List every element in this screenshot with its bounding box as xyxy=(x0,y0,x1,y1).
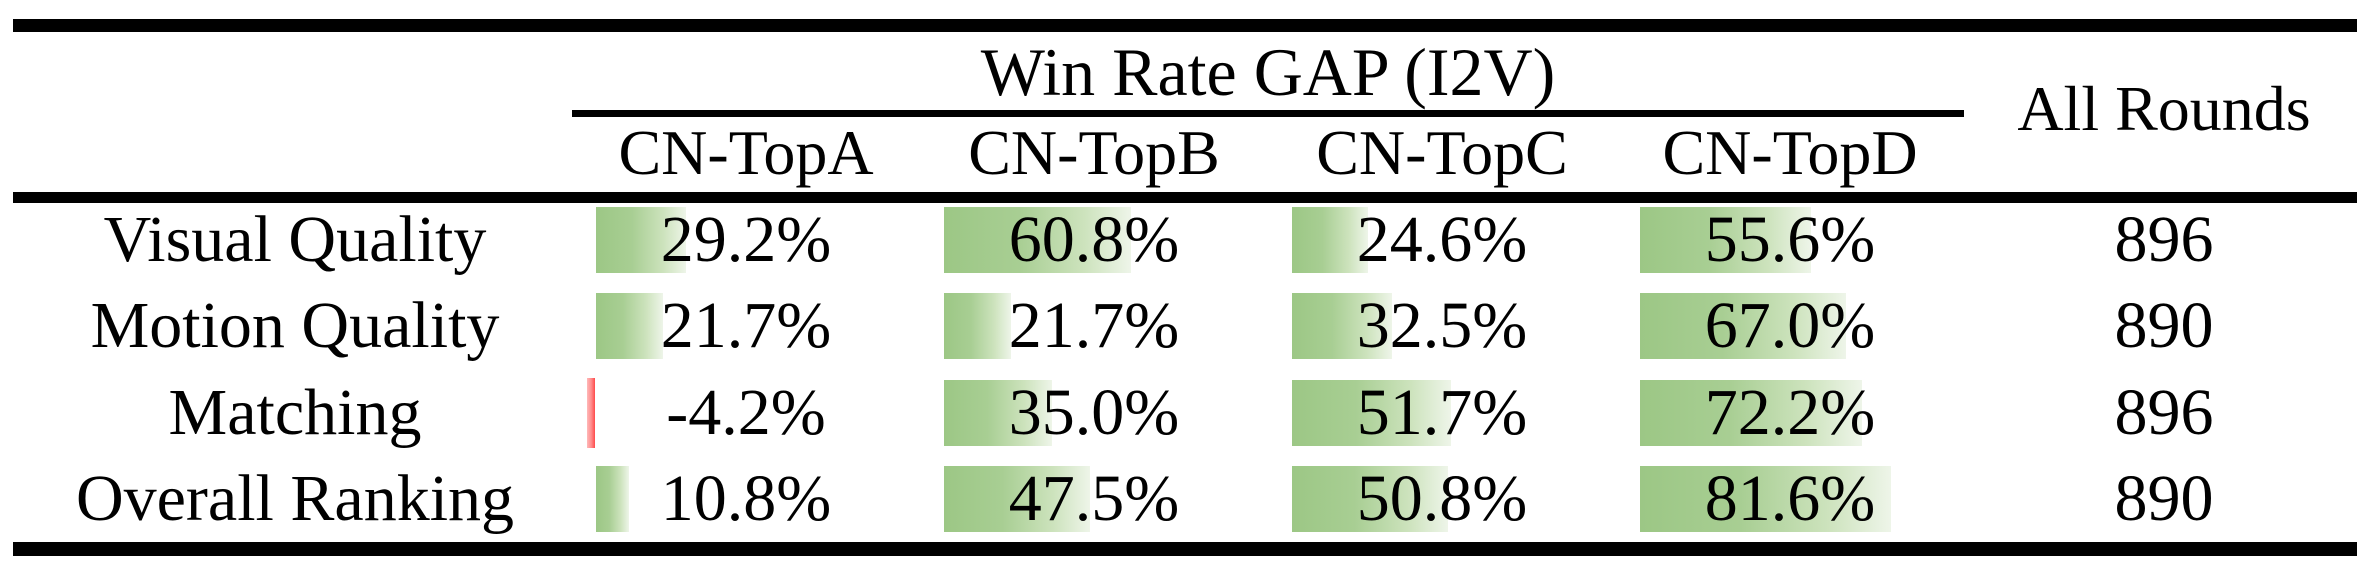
table-row-matching: Matching -4.2% 35.0% 51.7% 72.2% 896 xyxy=(0,370,2374,456)
data-cell: 24.6% xyxy=(1268,197,1616,283)
column-header-cn-topb: CN-TopB xyxy=(920,114,1268,192)
data-cell: 55.6% xyxy=(1616,197,1964,283)
row-label-cell: Visual Quality xyxy=(0,197,590,283)
column-header-cn-topd: CN-TopD xyxy=(1616,114,1964,192)
data-bar xyxy=(596,466,629,532)
row-label: Motion Quality xyxy=(90,289,500,362)
data-bar xyxy=(1640,293,1846,359)
column-header-label: CN-TopA xyxy=(618,117,874,188)
data-bar xyxy=(1292,293,1392,359)
value-text: 29.2% xyxy=(660,203,832,276)
all-rounds-header-label: All Rounds xyxy=(2017,73,2311,144)
all-rounds-value: 890 xyxy=(2114,289,2214,362)
value-text: 72.2% xyxy=(1704,376,1876,449)
row-label-cell: Motion Quality xyxy=(0,283,590,369)
group-header-underline-rule xyxy=(572,110,1964,117)
value-text: 10.8% xyxy=(660,462,832,535)
data-bar xyxy=(596,293,663,359)
data-cell: -4.2% xyxy=(572,370,920,456)
value-text: 21.7% xyxy=(660,289,832,362)
value-text: 47.5% xyxy=(1008,462,1180,535)
value-text: 55.6% xyxy=(1704,203,1876,276)
data-bar xyxy=(1292,207,1368,273)
row-label-cell: Matching xyxy=(0,370,590,456)
data-cell: 32.5% xyxy=(1268,283,1616,369)
header-separator-rule xyxy=(13,192,2357,203)
data-bar xyxy=(944,207,1131,273)
column-header-cn-topc: CN-TopC xyxy=(1268,114,1616,192)
all-rounds-value: 896 xyxy=(2114,203,2214,276)
data-bar xyxy=(1292,466,1448,532)
column-header-cn-topa: CN-TopA xyxy=(572,114,920,192)
data-cell: 51.7% xyxy=(1268,370,1616,456)
top-rule xyxy=(13,19,2357,32)
all-rounds-cell: 890 xyxy=(1964,283,2364,369)
column-header-label: CN-TopD xyxy=(1662,117,1918,188)
value-text: 32.5% xyxy=(1356,289,1528,362)
table-row-overall-ranking: Overall Ranking 10.8% 47.5% 50.8% 81.6% … xyxy=(0,456,2374,542)
value-text: 24.6% xyxy=(1356,203,1528,276)
data-bar xyxy=(1640,380,1862,446)
value-text: -4.2% xyxy=(666,376,826,449)
data-cell: 60.8% xyxy=(920,197,1268,283)
value-text: 21.7% xyxy=(1008,289,1180,362)
data-bar xyxy=(1292,380,1451,446)
all-rounds-value: 890 xyxy=(2114,462,2214,535)
value-text: 50.8% xyxy=(1356,462,1528,535)
column-header-label: CN-TopC xyxy=(1316,117,1568,188)
data-cell: 35.0% xyxy=(920,370,1268,456)
row-label: Matching xyxy=(168,376,422,449)
data-cell: 67.0% xyxy=(1616,283,1964,369)
data-bar xyxy=(1640,207,1811,273)
value-text: 67.0% xyxy=(1704,289,1876,362)
group-header-label: Win Rate GAP (I2V) xyxy=(980,33,1556,110)
table-row-motion-quality: Motion Quality 21.7% 21.7% 32.5% 67.0% 8… xyxy=(0,283,2374,369)
all-rounds-cell: 890 xyxy=(1964,456,2364,542)
table-row-visual-quality: Visual Quality 29.2% 60.8% 24.6% 55.6% 8… xyxy=(0,197,2374,283)
column-header-label: CN-TopB xyxy=(968,117,1220,188)
data-cell: 72.2% xyxy=(1616,370,1964,456)
data-bar xyxy=(1640,466,1891,532)
row-label: Visual Quality xyxy=(103,203,487,276)
data-cell: 21.7% xyxy=(920,283,1268,369)
data-cell: 21.7% xyxy=(572,283,920,369)
data-cell: 50.8% xyxy=(1268,456,1616,542)
data-bar xyxy=(596,207,686,273)
data-bar xyxy=(944,380,1052,446)
data-cell: 29.2% xyxy=(572,197,920,283)
value-text: 60.8% xyxy=(1008,203,1180,276)
all-rounds-value: 896 xyxy=(2114,376,2214,449)
data-bar xyxy=(944,466,1090,532)
bottom-rule xyxy=(13,542,2357,556)
row-label-cell: Overall Ranking xyxy=(0,456,590,542)
value-text: 51.7% xyxy=(1356,376,1528,449)
data-cell: 47.5% xyxy=(920,456,1268,542)
data-cell: 10.8% xyxy=(572,456,920,542)
data-cell: 81.6% xyxy=(1616,456,1964,542)
value-text: 35.0% xyxy=(1008,376,1180,449)
all-rounds-header: All Rounds xyxy=(1964,26,2364,192)
group-header: Win Rate GAP (I2V) xyxy=(572,34,1964,110)
data-bar xyxy=(587,378,595,448)
all-rounds-cell: 896 xyxy=(1964,197,2364,283)
all-rounds-cell: 896 xyxy=(1964,370,2364,456)
row-label: Overall Ranking xyxy=(75,462,515,535)
data-bar xyxy=(944,293,1011,359)
value-text: 81.6% xyxy=(1704,462,1876,535)
